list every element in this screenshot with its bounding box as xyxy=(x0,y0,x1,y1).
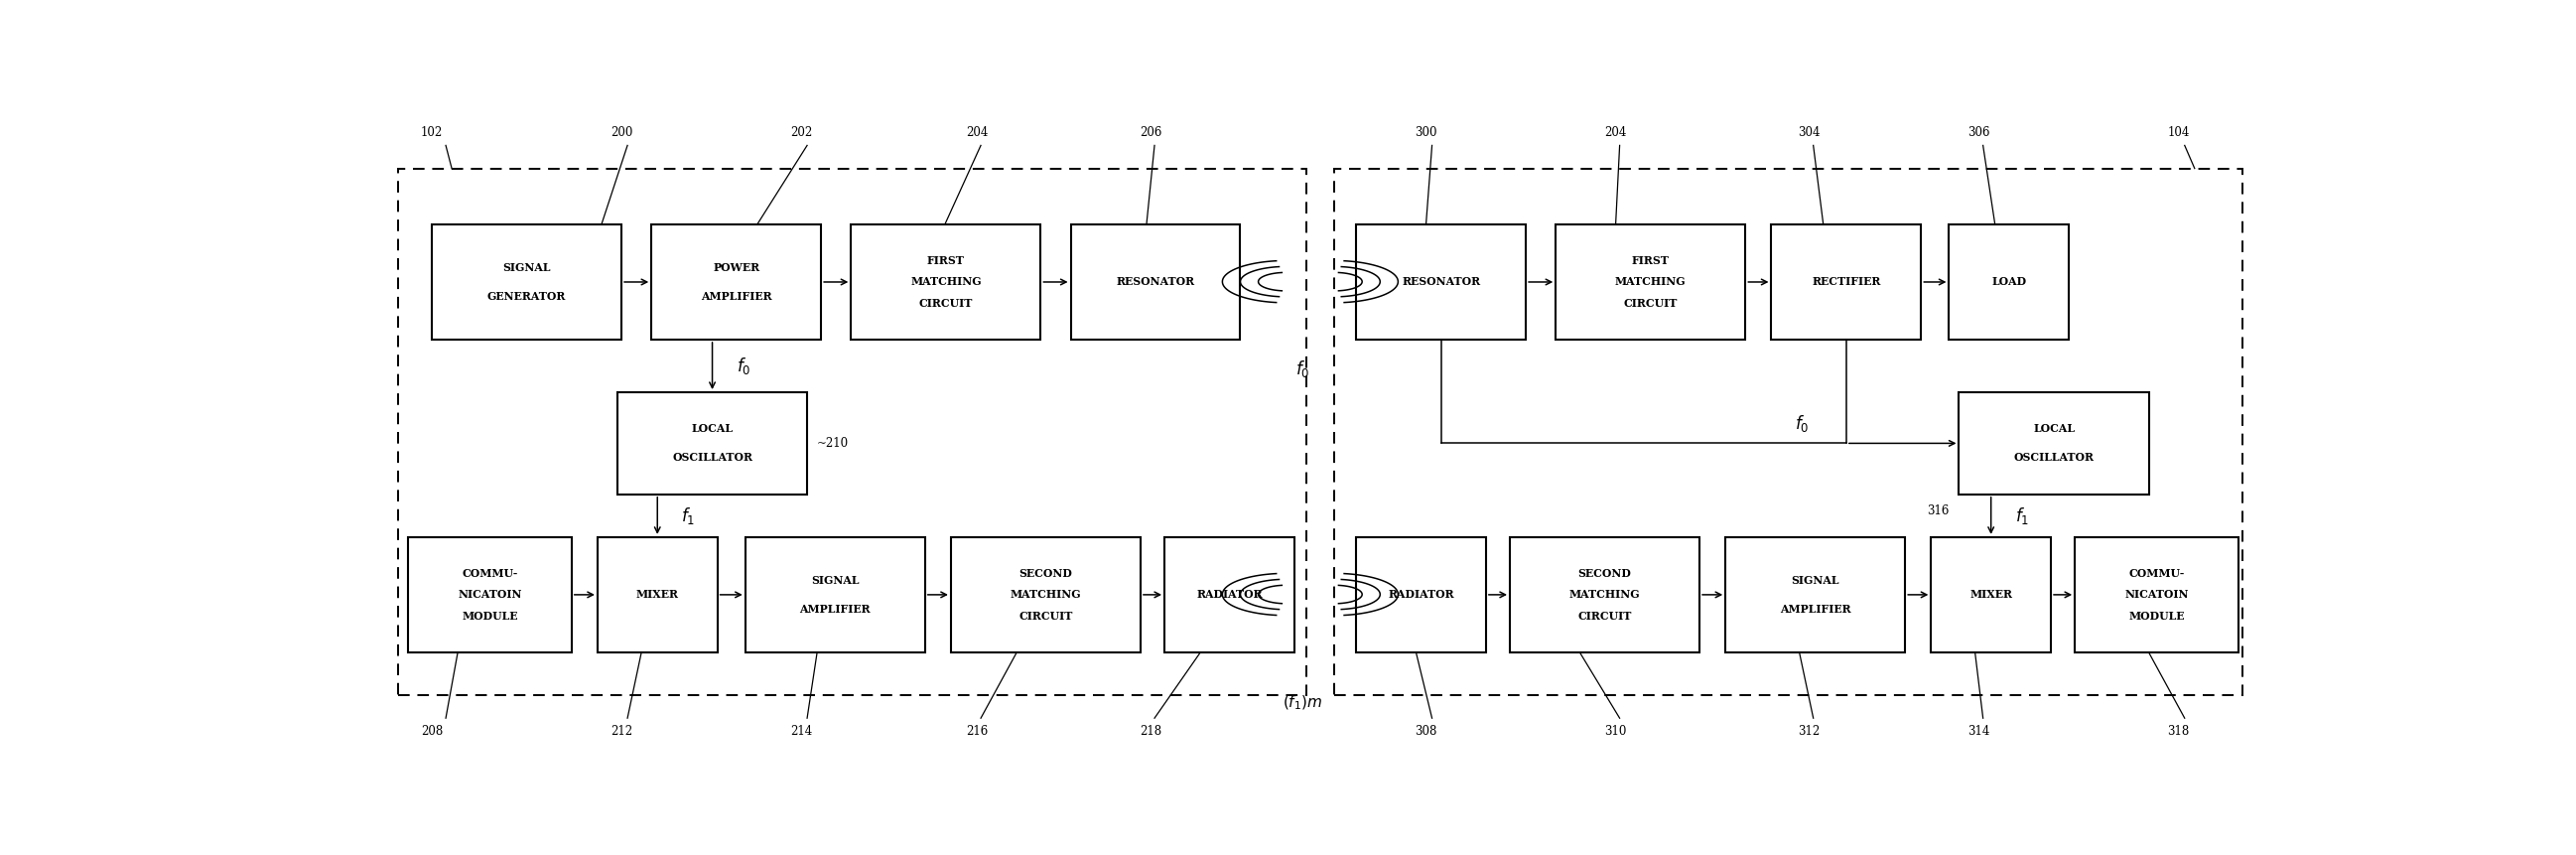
Text: LOAD: LOAD xyxy=(1991,276,2027,287)
Bar xyxy=(1950,224,2069,339)
Text: SECOND: SECOND xyxy=(1579,568,1631,579)
Bar xyxy=(1355,537,1486,652)
Bar xyxy=(1932,537,2050,652)
Text: SIGNAL: SIGNAL xyxy=(502,262,551,273)
Text: LOCAL: LOCAL xyxy=(2032,423,2074,434)
Text: 304: 304 xyxy=(1798,126,1821,139)
Text: ~210: ~210 xyxy=(817,437,850,450)
Text: 206: 206 xyxy=(1139,126,1162,139)
Text: 202: 202 xyxy=(791,126,811,139)
Text: FIRST: FIRST xyxy=(927,255,963,266)
Text: AMPLIFIER: AMPLIFIER xyxy=(799,604,871,615)
Text: MATCHING: MATCHING xyxy=(1010,589,1082,600)
Bar xyxy=(1556,224,1747,339)
Text: RESONATOR: RESONATOR xyxy=(1115,276,1195,287)
Text: $f_0$: $f_0$ xyxy=(1296,359,1309,380)
Text: LOCAL: LOCAL xyxy=(690,423,734,434)
Bar xyxy=(1072,224,1242,339)
Text: CIRCUIT: CIRCUIT xyxy=(920,298,974,310)
Text: 214: 214 xyxy=(791,725,811,738)
Text: 200: 200 xyxy=(611,126,634,139)
Text: MODULE: MODULE xyxy=(2128,611,2184,622)
Text: 306: 306 xyxy=(1968,126,1991,139)
Text: FIRST: FIRST xyxy=(1631,255,1669,266)
Text: CIRCUIT: CIRCUIT xyxy=(1623,298,1677,310)
Text: COMMU-: COMMU- xyxy=(461,568,518,579)
Text: 208: 208 xyxy=(420,725,443,738)
Bar xyxy=(850,224,1041,339)
Text: AMPLIFIER: AMPLIFIER xyxy=(1780,604,1852,615)
Text: OSCILLATOR: OSCILLATOR xyxy=(2014,452,2094,463)
Bar xyxy=(1355,224,1525,339)
Text: MATCHING: MATCHING xyxy=(1615,276,1687,287)
Text: SIGNAL: SIGNAL xyxy=(1790,575,1839,586)
Text: RADIATOR: RADIATOR xyxy=(1388,589,1453,600)
Text: 312: 312 xyxy=(1798,725,1821,738)
Text: 104: 104 xyxy=(2166,126,2190,139)
Bar xyxy=(598,537,716,652)
Bar xyxy=(1510,537,1700,652)
Bar xyxy=(397,168,1306,695)
Bar xyxy=(407,537,572,652)
Text: NICATOIN: NICATOIN xyxy=(2125,589,2190,600)
Text: $f_1$: $f_1$ xyxy=(2014,505,2030,526)
Text: CIRCUIT: CIRCUIT xyxy=(1018,611,1072,622)
Text: GENERATOR: GENERATOR xyxy=(487,291,567,302)
Bar xyxy=(1334,168,2244,695)
Text: 310: 310 xyxy=(1605,725,1628,738)
Text: $f_0$: $f_0$ xyxy=(737,356,750,376)
Bar xyxy=(1164,537,1293,652)
Bar xyxy=(744,537,925,652)
Text: 300: 300 xyxy=(1414,126,1437,139)
Text: NICATOIN: NICATOIN xyxy=(459,589,523,600)
Bar xyxy=(2074,537,2239,652)
Text: 102: 102 xyxy=(420,126,443,139)
Text: 212: 212 xyxy=(611,725,634,738)
Text: MATCHING: MATCHING xyxy=(1569,589,1641,600)
Text: 204: 204 xyxy=(966,126,989,139)
Text: RESONATOR: RESONATOR xyxy=(1401,276,1481,287)
Text: SIGNAL: SIGNAL xyxy=(811,575,860,586)
Bar xyxy=(1772,224,1922,339)
Text: MATCHING: MATCHING xyxy=(909,276,981,287)
Bar xyxy=(433,224,621,339)
Bar xyxy=(1726,537,1906,652)
Text: $f_1$: $f_1$ xyxy=(680,505,696,526)
Text: MIXER: MIXER xyxy=(636,589,677,600)
Text: CIRCUIT: CIRCUIT xyxy=(1577,611,1631,622)
Text: 218: 218 xyxy=(1139,725,1162,738)
Text: 318: 318 xyxy=(2166,725,2190,738)
Bar xyxy=(652,224,822,339)
Text: RECTIFIER: RECTIFIER xyxy=(1811,276,1880,287)
Text: 216: 216 xyxy=(966,725,987,738)
Text: OSCILLATOR: OSCILLATOR xyxy=(672,452,752,463)
Text: 204: 204 xyxy=(1605,126,1628,139)
Text: MIXER: MIXER xyxy=(1971,589,2012,600)
Text: MODULE: MODULE xyxy=(461,611,518,622)
Bar xyxy=(951,537,1141,652)
Text: POWER: POWER xyxy=(714,262,760,273)
Text: RADIATOR: RADIATOR xyxy=(1195,589,1262,600)
Text: AMPLIFIER: AMPLIFIER xyxy=(701,291,773,302)
Bar xyxy=(618,392,806,494)
Bar xyxy=(1958,392,2148,494)
Text: 316: 316 xyxy=(1927,504,1950,517)
Text: 314: 314 xyxy=(1968,725,1991,738)
Text: COMMU-: COMMU- xyxy=(2128,568,2184,579)
Text: $(f_1)m$: $(f_1)m$ xyxy=(1283,694,1321,712)
Text: $f_0$: $f_0$ xyxy=(1795,413,1808,434)
Text: 308: 308 xyxy=(1414,725,1437,738)
Text: SECOND: SECOND xyxy=(1020,568,1072,579)
